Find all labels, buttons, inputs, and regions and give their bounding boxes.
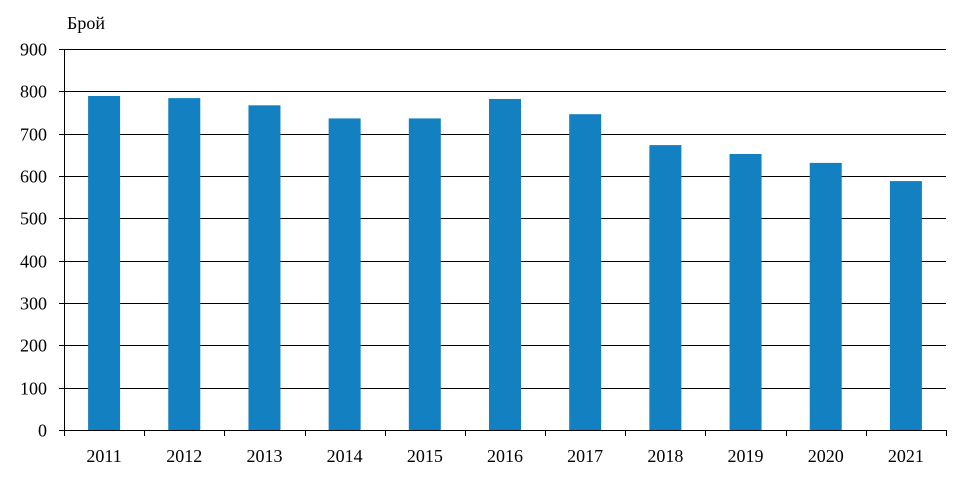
y-tick-label: 500	[20, 209, 47, 229]
x-tick-label: 2015	[407, 446, 443, 466]
x-tick-label: 2016	[487, 446, 523, 466]
axes	[59, 49, 947, 436]
bar-2017	[569, 114, 602, 431]
y-tick-label: 300	[20, 294, 47, 314]
x-tick-label: 2020	[808, 446, 844, 466]
y-tick-label: 900	[20, 40, 47, 60]
y-tick-label: 800	[20, 82, 47, 102]
y-tick-labels: 0 100 200 300 400 500 600 700 800 900	[20, 40, 47, 441]
y-tick-label: 100	[20, 379, 47, 399]
y-tick-label: 200	[20, 336, 47, 356]
y-tick-label: 400	[20, 252, 47, 272]
y-tick-label: 700	[20, 125, 47, 145]
x-tick-label: 2011	[86, 446, 121, 466]
bar-2020	[809, 162, 842, 431]
y-tick-label: 600	[20, 167, 47, 187]
x-tick-label: 2012	[166, 446, 202, 466]
x-tick-label: 2018	[647, 446, 683, 466]
bar-2014	[328, 118, 361, 430]
bar-2021	[889, 181, 922, 430]
y-tick-label: 0	[38, 421, 47, 441]
y-unit-label: Брой	[67, 13, 105, 33]
x-tick-label: 2013	[246, 446, 282, 466]
bar-2011	[88, 95, 121, 431]
bar-2016	[489, 98, 521, 430]
bar-2019	[729, 153, 762, 430]
bars	[88, 95, 922, 431]
x-tick-label: 2019	[728, 446, 764, 466]
bar-2013	[248, 105, 281, 430]
x-tick-label: 2014	[327, 446, 363, 466]
x-tick-label: 2017	[567, 446, 603, 466]
x-tick-label: 2021	[888, 446, 924, 466]
x-tick-labels: 2011 2012 2013 2014 2015 2016 2017 2018 2019 2020…	[86, 446, 923, 466]
bar-2018	[649, 145, 682, 430]
bar-2015	[408, 118, 441, 430]
bar-2012	[168, 98, 201, 431]
